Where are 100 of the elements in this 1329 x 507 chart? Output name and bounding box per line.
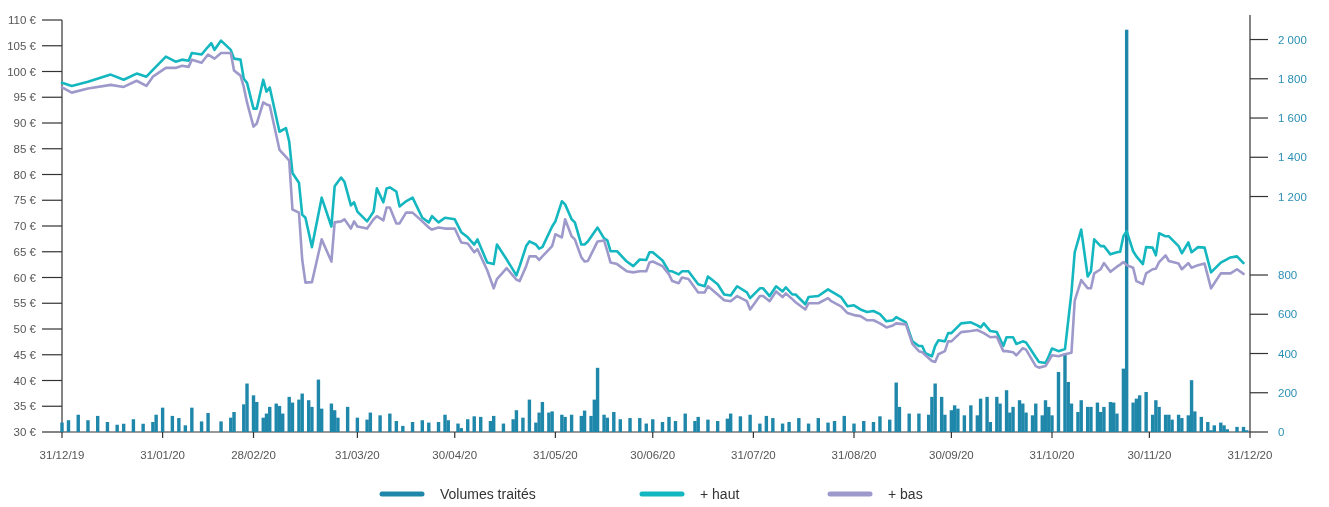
bar [459, 428, 463, 432]
bar [852, 423, 856, 432]
y-tick-label: 50 € [13, 323, 37, 336]
bar [706, 419, 710, 432]
y-tick-label: 35 € [13, 400, 37, 413]
bar [758, 423, 762, 432]
bar [618, 419, 622, 432]
y-tick-label: 110 € [8, 14, 37, 27]
bar [190, 407, 194, 432]
y-tick-label: 70 € [13, 220, 37, 233]
bar [219, 421, 223, 432]
bar [206, 412, 210, 432]
y-tick-label: 100 € [7, 65, 37, 78]
bar [183, 425, 188, 432]
bar [628, 418, 632, 432]
bar [667, 416, 671, 432]
legend-label: + bas [888, 485, 923, 502]
x-tick-label: 31/03/20 [334, 449, 380, 461]
bar [378, 415, 382, 432]
bar [245, 383, 249, 432]
bar [66, 420, 71, 432]
bar [521, 417, 525, 432]
y2-tick-label: 800 [1278, 269, 1298, 282]
bar [696, 416, 700, 432]
bar [86, 420, 90, 432]
x-tick-label: 31/05/20 [532, 449, 578, 461]
y2-tick-label: 1 600 [1278, 112, 1307, 125]
y-tick-label: 80 € [13, 168, 37, 181]
bar [141, 423, 145, 432]
y2-tick-label: 200 [1278, 386, 1298, 399]
bar [563, 416, 567, 432]
x-tick-label: 31/12/19 [39, 449, 85, 461]
y2-tick-label: 400 [1278, 347, 1298, 360]
bar [797, 418, 801, 432]
bar [1102, 406, 1106, 432]
bar [388, 413, 392, 432]
x-tick-label: 31/07/20 [730, 449, 776, 461]
bar [115, 424, 119, 432]
bar [456, 423, 460, 432]
x-tick-label: 31/01/20 [140, 449, 186, 461]
bar [1206, 421, 1210, 432]
y-tick-label: 30 € [13, 426, 37, 439]
bar [199, 421, 204, 432]
bar [472, 416, 476, 432]
bar [894, 382, 898, 432]
y-tick-label: 105 € [7, 39, 37, 52]
bar [1180, 418, 1184, 432]
y2-tick-label: 600 [1278, 308, 1298, 321]
y2-tick-label: 0 [1278, 426, 1285, 439]
bar [787, 421, 791, 432]
legend-label: Volumes traités [440, 485, 536, 502]
bar [154, 414, 158, 432]
x-tick-label: 31/12/20 [1227, 449, 1273, 461]
bar [738, 416, 743, 432]
x-tick-label: 28/02/20 [231, 449, 276, 461]
x-tick-label: 30/11/20 [1127, 449, 1172, 461]
y-tick-label: 75 € [13, 194, 37, 207]
bar [826, 422, 830, 432]
bar [232, 411, 236, 432]
bar [917, 413, 921, 432]
bar [60, 422, 64, 432]
bar [612, 411, 616, 432]
x-tick-label: 30/09/20 [928, 449, 974, 461]
y-tick-label: 95 € [13, 91, 37, 104]
bar [956, 408, 960, 432]
bar [560, 414, 564, 432]
bar [443, 414, 447, 432]
bar [985, 396, 989, 432]
bar [1235, 426, 1239, 432]
y2-tick-label: 2 000 [1278, 33, 1307, 46]
y-tick-label: 55 € [13, 297, 37, 310]
bar [1212, 425, 1216, 432]
bar [177, 418, 181, 432]
y-tick-label: 65 € [13, 245, 37, 258]
bar [1011, 406, 1015, 432]
bar [1167, 414, 1171, 432]
bar [771, 418, 775, 432]
y-tick-label: 90 € [13, 117, 37, 130]
bar [969, 405, 973, 432]
legend-label: + haut [700, 485, 740, 502]
y-tick-label: 45 € [13, 348, 37, 361]
y-tick-label: 40 € [13, 374, 37, 387]
y2-tick-label: 1 800 [1278, 72, 1307, 85]
bar [1063, 353, 1067, 432]
y-tick-label: 60 € [13, 271, 37, 284]
bar [748, 414, 752, 432]
x-tick-label: 30/06/20 [630, 449, 676, 461]
bar [878, 416, 882, 432]
bar [651, 419, 655, 432]
bar [995, 396, 999, 432]
x-tick-label: 31/10/20 [1029, 449, 1075, 461]
bar [1225, 429, 1229, 432]
x-tick-label: 31/08/20 [831, 449, 877, 461]
bar [933, 383, 937, 432]
bar [907, 413, 911, 432]
bar [300, 393, 304, 432]
x-tick-label: 30/04/20 [432, 449, 478, 461]
bar [420, 420, 424, 432]
y2-tick-label: 1 400 [1278, 151, 1307, 164]
bar [1131, 402, 1135, 432]
